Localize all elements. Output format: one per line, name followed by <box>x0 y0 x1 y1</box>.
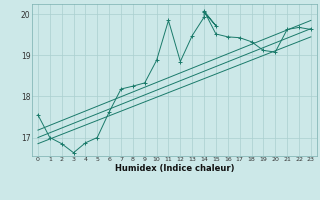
X-axis label: Humidex (Indice chaleur): Humidex (Indice chaleur) <box>115 164 234 173</box>
